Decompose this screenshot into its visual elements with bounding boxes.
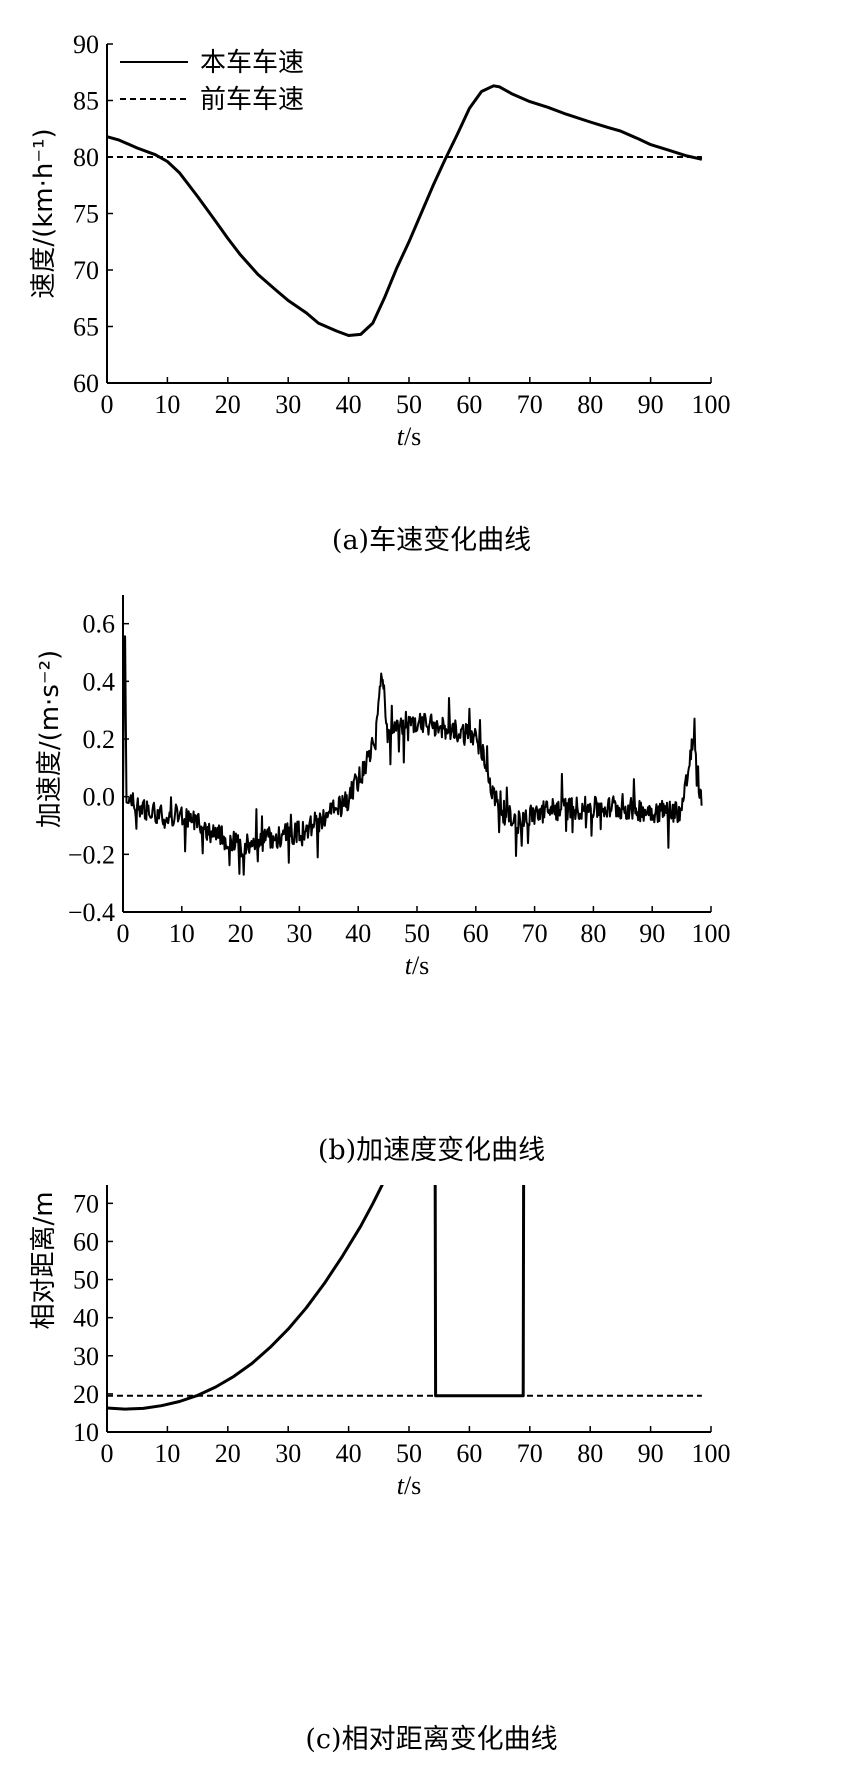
x-tick-label: 10 [154,1439,180,1468]
x-axis-label: t/s [397,1471,422,1500]
x-tick-label: 80 [577,390,603,419]
solid-series-line [106,84,703,337]
y-tick-label: 75 [73,200,99,229]
x-axis-label: t/s [405,951,430,980]
y-tick-label: 85 [73,87,99,116]
x-tick-label: 30 [275,390,301,419]
y-tick-label: 30 [73,1342,99,1371]
y-tick-label: 70 [73,256,99,285]
y-tick-label: 0.0 [83,783,116,812]
y-tick-label: 80 [73,143,99,172]
x-tick-label: 80 [577,1439,603,1468]
x-tick-label: 40 [345,919,371,948]
y-axis-label: 相对距离/m [29,1191,59,1329]
y-axis-label: 加速度/(m·s⁻²) [35,650,65,828]
x-tick-label: 0 [117,919,130,948]
x-tick-label: 90 [638,1439,664,1468]
solid-series-line [106,1185,526,1411]
x-tick-label: 60 [463,919,489,948]
x-tick-label: 60 [456,1439,482,1468]
acceleration-chart: 0 10 20 30 40 50 60 70 80 90 100 −0.4 −0.2 0.0 0.2 0.4 0… [35,595,731,980]
x-tick-label: 70 [522,919,548,948]
y-tick-label: 10 [73,1418,99,1447]
x-tick-label: 50 [396,390,422,419]
x-tick-label: 40 [336,390,362,419]
x-tick-label: 40 [336,1439,362,1468]
x-tick-label: 100 [692,1439,731,1468]
y-axis-label: 速度/(km·h⁻¹) [29,128,59,298]
y-tick-label: 0.6 [83,610,116,639]
y-tick-label: 60 [73,369,99,398]
speed-chart: 0 10 20 30 40 50 60 70 80 90 100 60 65 70 75 80 85 90 t/s 速… [29,30,731,451]
y-tick-label: 50 [73,1266,99,1295]
x-tick-label: 0 [101,1439,114,1468]
x-tick-label: 100 [692,919,731,948]
x-tick-label: 20 [228,919,254,948]
y-tick-label: 0.2 [83,725,116,754]
distance-chart-panel: 0102030405060708090100102030405060708090… [0,1185,863,1778]
x-tick-label: 0 [101,390,114,419]
distance-chart-caption: (c)相对距离变化曲线 [305,1724,558,1755]
y-tick-label: 40 [73,1304,99,1333]
x-tick-label: 90 [639,919,665,948]
x-tick-label: 20 [215,390,241,419]
x-tick-label: 10 [154,390,180,419]
x-tick-label: 10 [169,919,195,948]
x-tick-label: 80 [580,919,606,948]
acceleration-chart-panel: 0 10 20 30 40 50 60 70 80 90 100 −0.4 −0.2 0.0 0.2 0.4 0… [0,595,863,1175]
y-tick-label: 60 [73,1227,99,1256]
speed-chart-panel: 0 10 20 30 40 50 60 70 80 90 100 60 65 70 75 80 85 90 t/s 速… [0,0,863,560]
y-tick-label: 90 [73,30,99,59]
x-tick-label: 100 [692,390,731,419]
legend-label: 本车车速 [200,48,304,78]
speed-chart-caption: (a)车速变化曲线 [331,525,532,556]
y-tick-label: 65 [73,313,99,342]
x-tick-label: 60 [456,390,482,419]
x-tick-label: 30 [286,919,312,948]
y-tick-label: 20 [73,1380,99,1409]
x-tick-label: 30 [275,1439,301,1468]
x-tick-label: 70 [517,390,543,419]
x-tick-label: 70 [517,1439,543,1468]
acceleration-chart-caption: (b)加速度变化曲线 [317,1135,546,1166]
distance-chart: 0102030405060708090100102030405060708090… [29,1185,731,1500]
y-tick-label: −0.2 [68,840,115,869]
y-tick-label: −0.4 [68,898,115,927]
x-tick-label: 90 [638,390,664,419]
legend-label: 前车车速 [200,85,304,115]
y-tick-label: 70 [73,1189,99,1218]
x-tick-label: 50 [404,919,430,948]
x-axis-label: t/s [397,422,422,451]
y-tick-label: 0.4 [83,667,116,696]
x-tick-label: 20 [215,1439,241,1468]
acceleration-series-line [122,635,703,876]
x-tick-label: 50 [396,1439,422,1468]
